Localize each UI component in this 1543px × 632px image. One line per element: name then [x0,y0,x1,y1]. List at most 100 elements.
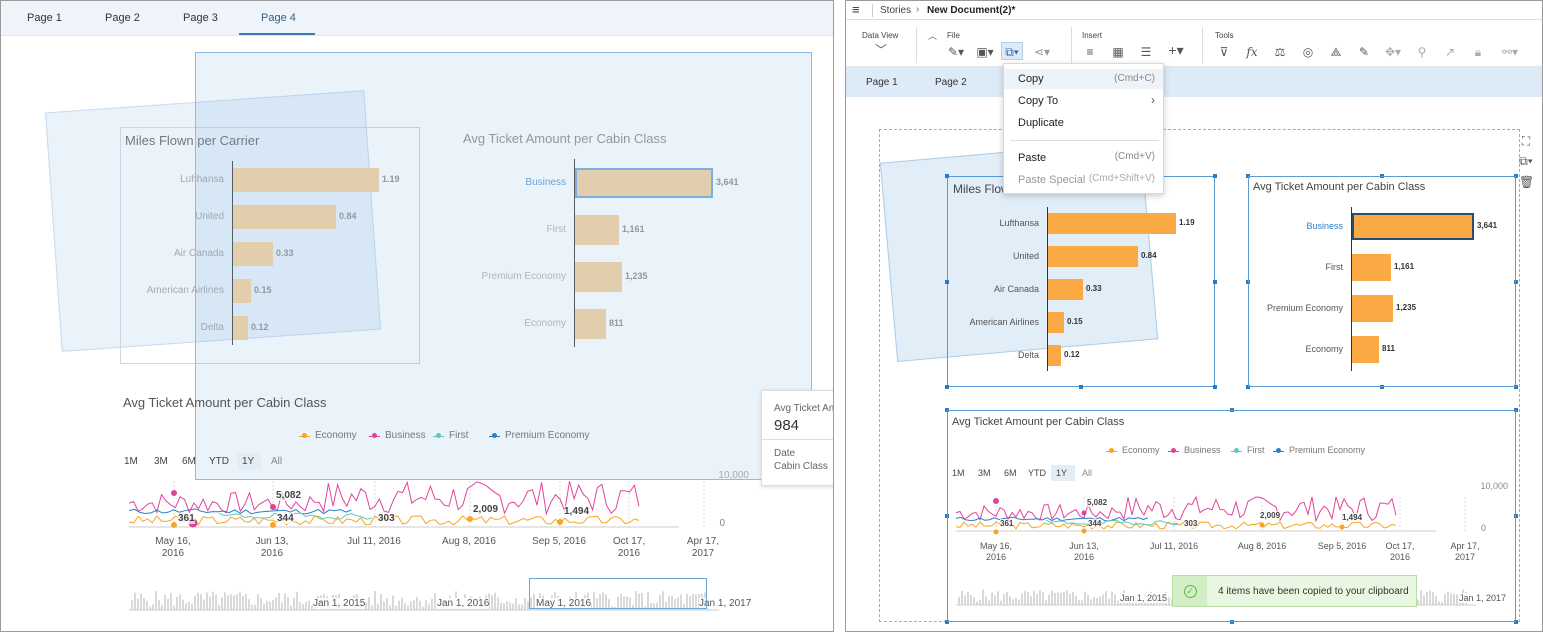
copy-icon[interactable]: ⧉▾ [1005,45,1019,59]
bar[interactable] [233,279,251,303]
resize-handle[interactable] [945,279,949,284]
miles-flown-chart[interactable]: Miles Flown per Carrier [120,127,420,364]
resize-handle[interactable] [1246,385,1250,389]
insert-chart-icon[interactable]: ≡ [1086,45,1094,59]
filter-icon[interactable]: ⊽ [1219,45,1229,59]
hamburger-menu-icon[interactable]: ≡ [852,2,860,17]
resize-handle[interactable] [1514,279,1518,284]
fit-to-screen-icon[interactable]: ⛶ [1521,134,1531,148]
save-icon[interactable]: ▣▾ [976,45,994,59]
settings-wrench-icon[interactable]: ✎▾ [947,45,965,59]
tab-page-2[interactable]: Page 2 [105,12,140,24]
legend-item[interactable]: Business [385,430,426,441]
range-button-all[interactable]: All [1082,468,1093,478]
menu-item-copy[interactable]: Copy [1018,73,1044,85]
breadcrumb-stories[interactable]: Stories [880,5,912,16]
range-button-1m[interactable]: 1M [124,456,138,467]
copy-menu-icon[interactable]: ⧉▾ [1519,154,1533,168]
line-chart-plot[interactable] [129,479,719,531]
bar[interactable] [1048,279,1083,300]
resize-handle[interactable] [1213,174,1217,178]
tab-page-4[interactable]: Page 4 [261,12,296,24]
resize-handle[interactable] [1229,620,1234,624]
resize-handle[interactable] [1213,279,1217,284]
menu-item-copy-to[interactable]: Copy To [1018,95,1059,107]
file-collapse-icon[interactable]: ︿ [928,31,938,41]
tab-page-2[interactable]: Page 2 [935,77,967,88]
range-button-1y[interactable]: 1Y [242,456,255,467]
bar[interactable] [1352,213,1474,240]
resize-handle[interactable] [1213,385,1217,389]
bar[interactable] [233,205,336,229]
pin-icon[interactable]: ⚲ [1417,45,1427,59]
data-view-chevron-icon[interactable]: ﹀ [874,43,887,57]
bar[interactable] [1048,312,1064,333]
bar[interactable] [233,168,379,192]
move-icon[interactable]: ✥▾ [1384,45,1402,59]
range-button-6m[interactable]: 6M [1004,468,1017,478]
range-button-ytd[interactable]: YTD [1028,468,1046,478]
bar[interactable] [1048,213,1176,234]
range-button-6m[interactable]: 6M [182,456,196,467]
menu-item-paste[interactable]: Paste [1018,152,1047,164]
resize-handle[interactable] [945,620,949,624]
range-button-all[interactable]: All [271,456,283,467]
tab-page-1[interactable]: Page 1 [27,12,62,24]
legend-item[interactable]: Premium Economy [1289,445,1366,455]
bar[interactable] [233,242,273,266]
edit-icon[interactable]: ✎ [1358,45,1370,59]
legend-item[interactable]: Economy [1122,445,1160,455]
range-button-ytd[interactable]: YTD [209,456,229,467]
legend-item[interactable]: Premium Economy [505,430,590,441]
range-button-3m[interactable]: 3M [154,456,168,467]
tab-page-3[interactable]: Page 3 [183,12,218,24]
resize-handle[interactable] [1380,385,1384,389]
legend-item[interactable]: Economy [315,430,357,441]
resize-handle[interactable] [1514,174,1518,178]
bar[interactable] [233,316,248,340]
lock-icon[interactable]: 🔒︎ [1474,45,1482,59]
resize-handle[interactable] [945,174,949,178]
menu-item-paste-special[interactable]: Paste Special [1018,174,1086,186]
legend-item[interactable]: Business [1184,445,1221,455]
insert-add-icon[interactable]: +▾ [1168,42,1184,58]
bar[interactable] [575,215,619,245]
insert-table-icon[interactable]: ▦ [1112,45,1124,59]
balance-icon[interactable]: ⚖ [1274,45,1286,59]
bar[interactable] [1048,246,1138,267]
tab-page-1[interactable]: Page 1 [866,77,898,88]
breadcrumb-separator-icon: › [916,4,920,15]
share-icon[interactable]: ⋖▾ [1033,45,1051,59]
range-button-1y[interactable]: 1Y [1056,468,1068,478]
resize-handle[interactable] [1079,385,1083,389]
line-chart-plot[interactable] [956,495,1476,535]
delete-icon[interactable]: 🗑︎ [1519,175,1535,189]
navigator-window[interactable] [529,578,707,609]
bar[interactable] [575,168,713,198]
hierarchy-icon[interactable]: ⟁ [1330,45,1342,59]
resize-handle[interactable] [1514,408,1518,412]
line-chart[interactable]: Avg Ticket Amount per Cabin Class [947,410,1516,622]
legend-item[interactable]: First [1247,445,1265,455]
resize-handle[interactable] [1514,385,1518,389]
menu-item-duplicate[interactable]: Duplicate [1018,117,1064,129]
bar[interactable] [1352,295,1393,322]
resize-handle[interactable] [945,385,949,389]
target-icon[interactable]: ◎ [1302,45,1314,59]
legend-item[interactable]: First [449,430,469,441]
resize-handle[interactable] [1514,620,1518,624]
insert-filter-icon[interactable]: ☰ [1140,45,1152,59]
trend-icon[interactable]: ↗ [1444,45,1456,59]
bar[interactable] [1048,345,1061,366]
range-button-3m[interactable]: 3M [978,468,991,478]
range-button-1m[interactable]: 1M [952,468,965,478]
bar[interactable] [1352,254,1391,281]
bar[interactable] [575,309,606,339]
link-icon[interactable]: ⚯▾ [1501,45,1519,59]
copy-button[interactable] [1001,42,1023,60]
formula-icon[interactable]: fx [1246,45,1258,59]
cabin-class-chart[interactable]: Avg Ticket Amount per Cabin Class [1248,176,1516,387]
resize-handle[interactable] [1514,514,1518,518]
bar[interactable] [1352,336,1379,363]
bar[interactable] [575,262,622,292]
